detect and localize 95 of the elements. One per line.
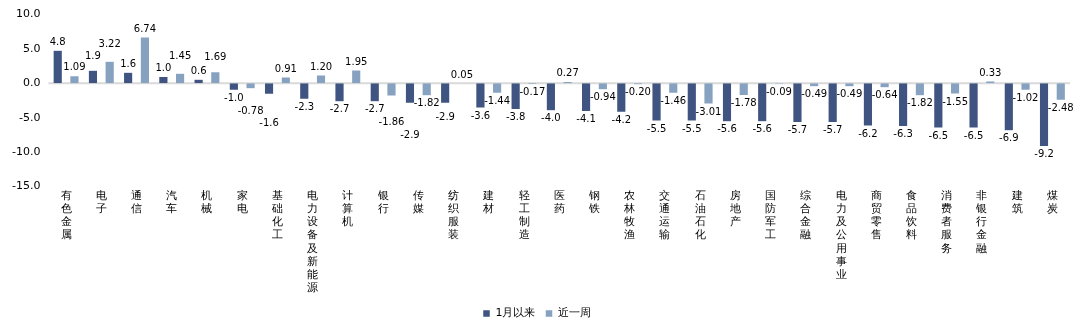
x-tick-label: 银行	[376, 188, 389, 216]
data-label: -0.94	[589, 91, 616, 103]
data-label: -1.78	[730, 97, 757, 109]
data-label: -1.0	[224, 91, 244, 103]
y-tick-label: 5.0	[22, 41, 41, 55]
data-label: -2.9	[435, 110, 455, 122]
x-tick-label: 电力设备及新能源	[307, 188, 319, 295]
x-tick-label: 计算机	[342, 188, 354, 229]
legend-label: 1月以来	[495, 306, 536, 320]
data-label: -0.78	[237, 105, 264, 117]
data-label: -0.49	[801, 88, 828, 100]
data-label: -5.7	[787, 124, 808, 136]
x-tick-label: 房地产	[728, 188, 741, 229]
data-label: 1.09	[63, 61, 86, 73]
y-tick-label: 0.0	[22, 76, 41, 90]
data-label: -5.5	[682, 122, 702, 134]
y-tick-label: -5.0	[18, 110, 41, 124]
data-label: -0.20	[625, 86, 651, 98]
data-label: -9.2	[1034, 148, 1054, 160]
x-tick-label: 钢铁	[587, 188, 600, 216]
data-label: -1.82	[906, 97, 933, 109]
x-tick-label: 医药	[553, 188, 565, 216]
data-label: 1.45	[168, 49, 192, 61]
x-tick-label: 基础化工	[270, 188, 283, 242]
x-tick-label: 电子	[95, 188, 107, 216]
x-tick-label: 有色金属	[60, 188, 72, 242]
data-label: -2.7	[329, 103, 350, 115]
data-label: -6.2	[858, 127, 878, 139]
data-label: 1.95	[345, 55, 368, 67]
x-tick-label: 交通运输	[659, 188, 671, 242]
x-tick-label: 建筑	[1010, 188, 1023, 216]
data-label: -4.1	[576, 113, 596, 125]
legend-label: 近一周	[558, 306, 591, 320]
data-label: 0.6	[190, 64, 207, 76]
x-tick-label: 商贸零售	[870, 188, 882, 242]
x-tick-label: 煤炭	[1046, 188, 1058, 216]
x-tick-label: 通信	[131, 188, 143, 216]
data-label: -5.6	[717, 123, 737, 135]
data-label: -4.0	[541, 112, 561, 124]
data-label: -4.2	[611, 113, 632, 125]
x-tick-label: 轻工制造	[518, 188, 530, 242]
x-tick-label: 建材	[482, 188, 495, 216]
data-label: -0.09	[766, 85, 792, 97]
data-label: -1.55	[942, 95, 969, 107]
x-tick-label: 家电	[236, 188, 248, 216]
data-label: -2.7	[364, 103, 385, 115]
data-label: 4.8	[49, 35, 66, 47]
x-tick-label: 汽车	[166, 188, 178, 216]
x-tick-label: 食品饮料	[904, 188, 917, 242]
data-label: -5.7	[822, 124, 843, 136]
data-label: -3.01	[695, 105, 722, 117]
x-tick-label: 石油石化	[694, 188, 706, 242]
data-label: -1.44	[484, 94, 511, 106]
data-label: -0.17	[519, 86, 546, 98]
data-label: 1.69	[204, 51, 227, 63]
data-label: 1.6	[120, 57, 137, 69]
data-label: 0.05	[450, 68, 474, 80]
data-label: -0.64	[871, 89, 898, 101]
x-tick-label: 消费者服务	[941, 188, 953, 255]
x-tick-label: 机械	[201, 188, 213, 216]
data-label: -3.8	[505, 111, 526, 123]
data-label: -2.9	[400, 128, 420, 140]
y-tick-label: -15.0	[11, 179, 41, 193]
data-label: 6.74	[133, 22, 157, 34]
data-label: -1.02	[1012, 91, 1039, 103]
data-label: 0.33	[979, 66, 1002, 78]
data-label: -6.9	[999, 132, 1019, 144]
data-label: -2.48	[1047, 101, 1074, 113]
data-label: -1.46	[660, 94, 687, 106]
data-label: -6.5	[963, 129, 984, 141]
data-label: -1.6	[259, 116, 279, 128]
data-label: -1.86	[378, 115, 405, 127]
data-label: 1.0	[155, 62, 172, 74]
x-tick-label: 国防军工	[765, 188, 777, 242]
data-label: -6.5	[928, 129, 949, 141]
data-label: -2.3	[294, 100, 315, 112]
data-label: -5.5	[646, 122, 667, 134]
data-label: 1.9	[84, 49, 101, 61]
x-tick-label: 综合金融	[800, 188, 812, 242]
data-label: -3.6	[470, 109, 491, 121]
x-tick-label: 电力及公用事业	[835, 188, 847, 282]
y-tick-label: -10.0	[11, 144, 41, 158]
x-tick-label: 农林牧渔	[623, 188, 636, 242]
y-tick-label: 10.0	[15, 7, 41, 21]
x-tick-label: 非银行金融	[975, 188, 988, 255]
data-label: -5.6	[752, 123, 772, 135]
data-label: 1.20	[309, 60, 333, 72]
data-label: 0.91	[274, 62, 297, 74]
data-label: -6.3	[893, 128, 913, 140]
data-label: -0.49	[836, 88, 863, 100]
x-tick-label: 传媒	[412, 188, 424, 216]
data-label: -1.82	[413, 97, 440, 109]
x-tick-label: 纺织服装	[448, 188, 460, 242]
data-label: 3.22	[98, 37, 121, 49]
data-label: 0.27	[556, 67, 579, 79]
